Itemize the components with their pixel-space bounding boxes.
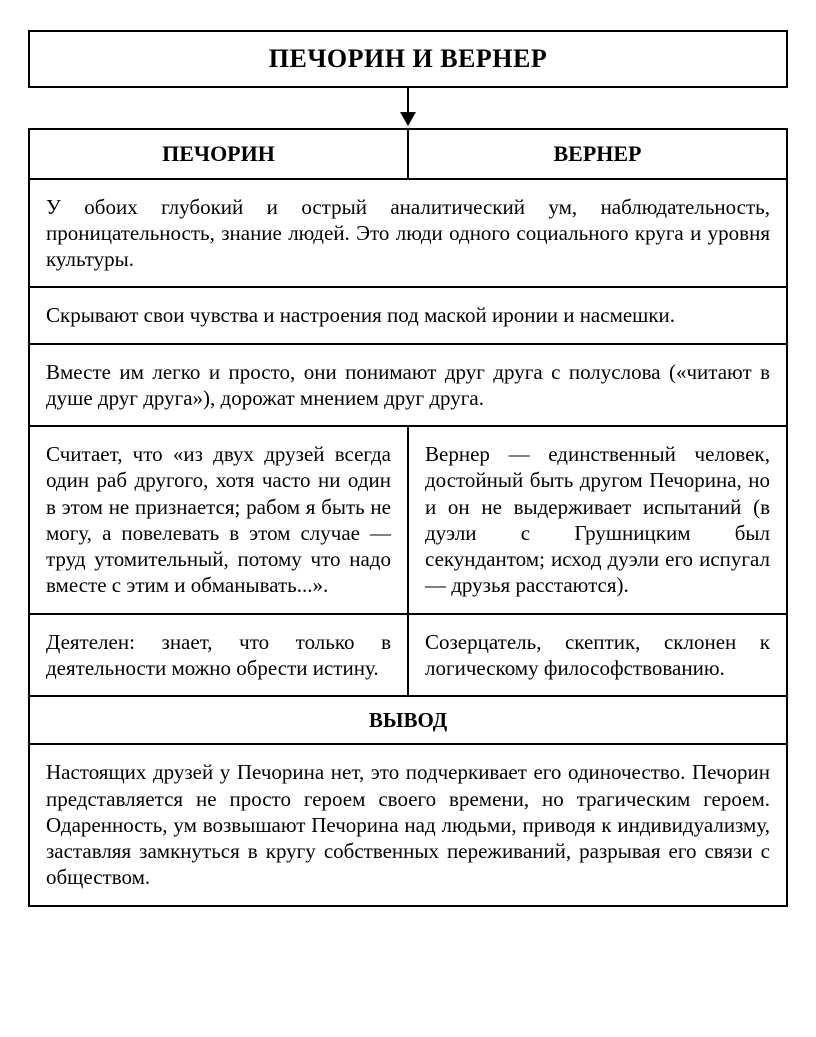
arrow-head-icon — [400, 112, 416, 126]
column-header-left: ПЕЧОРИН — [29, 129, 408, 179]
common-trait-1: У обоих глубокий и острый аналитический … — [29, 179, 787, 288]
title-box: ПЕЧОРИН И ВЕРНЕР — [28, 30, 788, 88]
table-row: Считает, что «из двух друзей всегда один… — [29, 426, 787, 614]
table-row: Скрывают свои чувства и настроения под м… — [29, 287, 787, 343]
diff-left-2: Деятелен: знает, что только в деятельнос… — [29, 614, 408, 697]
main-title: ПЕЧОРИН И ВЕРНЕР — [269, 44, 547, 73]
table-row: У обоих глубокий и острый аналитический … — [29, 179, 787, 288]
common-trait-2: Скрывают свои чувства и настроения под м… — [29, 287, 787, 343]
diff-right-2: Созерцатель, скептик, склонен к логическ… — [408, 614, 787, 697]
table-row: Деятелен: знает, что только в деятельнос… — [29, 614, 787, 697]
table-row: Настоящих друзей у Печорина нет, это под… — [29, 744, 787, 905]
conclusion-text: Настоящих друзей у Печорина нет, это под… — [29, 744, 787, 905]
table-row: ВЫВОД — [29, 696, 787, 744]
diff-left-1: Считает, что «из двух друзей всегда один… — [29, 426, 408, 614]
arrow-connector — [28, 88, 788, 128]
diff-right-1: Вернер — единственный человек, достойный… — [408, 426, 787, 614]
table-row: Вместе им легко и просто, они понимают д… — [29, 344, 787, 427]
common-trait-3: Вместе им легко и просто, они понимают д… — [29, 344, 787, 427]
table-header-row: ПЕЧОРИН ВЕРНЕР — [29, 129, 787, 179]
comparison-table: ПЕЧОРИН ВЕРНЕР У обоих глубокий и острый… — [28, 128, 788, 907]
column-header-right: ВЕРНЕР — [408, 129, 787, 179]
conclusion-heading: ВЫВОД — [29, 696, 787, 744]
